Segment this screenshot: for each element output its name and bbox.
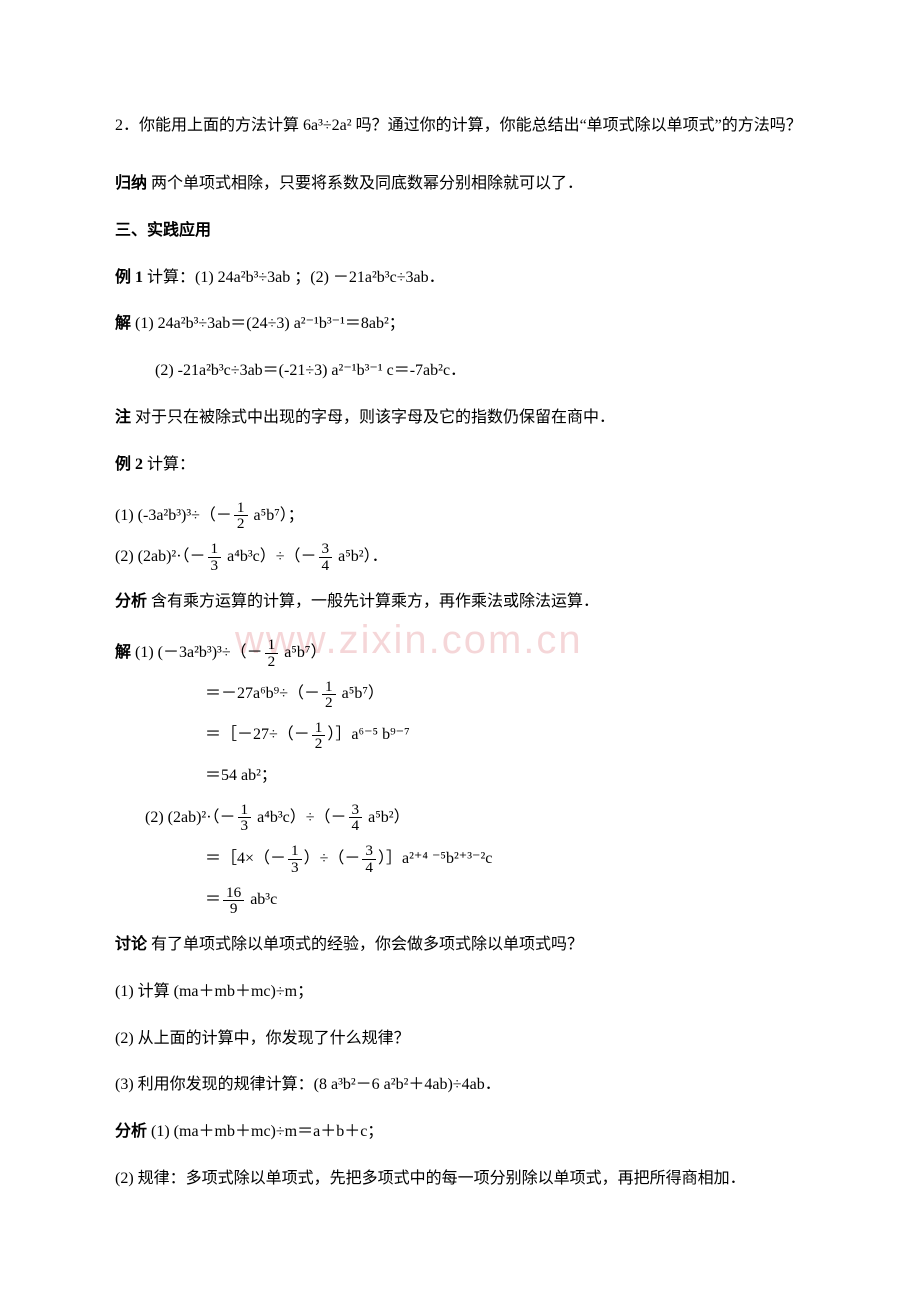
example2-label: 例 2 — [115, 456, 143, 473]
fraction-3-4: 34 — [349, 802, 363, 833]
fraction-1-3: 13 — [288, 843, 302, 874]
solution-label: 解 — [115, 644, 131, 661]
note-text: 对于只在被除式中出现的字母，则该字母及它的指数仍保留在商中． — [131, 409, 615, 426]
frac-den: 3 — [208, 558, 222, 573]
note-line: 注 对于只在被除式中出现的字母，则该字母及它的指数仍保留在商中． — [115, 404, 805, 433]
analysis2-text: (1) (ma＋mb＋mc)÷m＝a＋b＋c； — [147, 1123, 383, 1140]
frac-den: 9 — [223, 901, 244, 916]
solution1-line2: (2) -21a²b³c÷3ab＝(-21÷3) a²⁻¹b³⁻¹ c＝-7ab… — [115, 357, 805, 386]
section-heading: 三、实践应用 — [115, 217, 805, 246]
analysis-line: 分析 含有乘方运算的计算，一般先计算乘方，再作乘法或除法运算． — [115, 588, 805, 617]
ex2-i2-post: a⁵b²）． — [334, 548, 387, 565]
fraction-1-3: 13 — [238, 802, 252, 833]
example1-text: 计算：(1) 24a²b³÷3ab ；(2) －21a²b³c÷3ab． — [143, 269, 445, 286]
fraction-16-9: 169 — [223, 885, 244, 916]
sol2-l7-post: ab³c — [246, 891, 277, 908]
ex2-i2-pre: (2) (2ab)²·（－ — [115, 548, 206, 565]
sol2-l1-pre: (1) (－3a²b³)³÷（－ — [131, 644, 263, 661]
frac-num: 1 — [234, 500, 248, 516]
frac-den: 4 — [362, 860, 376, 875]
summary-label: 归纳 — [115, 175, 147, 192]
summary-text: 两个单项式相除，只要将系数及同底数幂分别相除就可以了． — [147, 175, 583, 192]
solution1-line1: 解 (1) 24a²b³÷3ab＝(24÷3) a²⁻¹b³⁻¹＝8ab²； — [115, 310, 805, 339]
frac-den: 2 — [312, 736, 326, 751]
note-label: 注 — [115, 409, 131, 426]
example2-item1: (1) (-3a²b³)³÷（－12 a⁵b⁷）； — [115, 498, 805, 533]
frac-num: 1 — [265, 637, 279, 653]
sol2-l5-post: a⁵b²） — [364, 809, 409, 826]
fraction-3-4: 34 — [319, 541, 333, 572]
sol2-l2-post: a⁵b⁷） — [338, 685, 384, 702]
fraction-1-2: 12 — [265, 637, 279, 668]
example1: 例 1 计算：(1) 24a²b³÷3ab ；(2) －21a²b³c÷3ab． — [115, 264, 805, 293]
solution2-line6: ＝［4×（－13）÷（－34）］a²⁺⁴ ⁻⁵b²⁺³⁻²c — [115, 841, 805, 876]
frac-num: 1 — [288, 843, 302, 859]
example2: 例 2 计算： — [115, 451, 805, 480]
sol2-l3-pre: ＝［－27÷（－ — [205, 726, 310, 743]
fraction-1-2: 12 — [312, 720, 326, 751]
fraction-3-4: 34 — [362, 843, 376, 874]
frac-num: 3 — [349, 802, 363, 818]
sol2-l5-mid: a⁴b³c）÷（－ — [253, 809, 346, 826]
discussion-item3: (3) 利用你发现的规律计算：(8 a³b²－6 a²b²＋4ab)÷4ab． — [115, 1071, 805, 1100]
solution2-line1: 解 (1) (－3a²b³)³÷（－12 a⁵b⁷） — [115, 635, 805, 670]
sol2-l7-pre: ＝ — [205, 891, 221, 908]
analysis-label: 分析 — [115, 593, 147, 610]
summary-line: 归纳 两个单项式相除，只要将系数及同底数幂分别相除就可以了． — [115, 170, 805, 199]
discussion-item2: (2) 从上面的计算中，你发现了什么规律？ — [115, 1025, 805, 1054]
frac-den: 4 — [349, 818, 363, 833]
example2-text: 计算： — [143, 456, 195, 473]
frac-num: 3 — [319, 541, 333, 557]
ex2-i1-pre: (1) (-3a²b³)³÷（－ — [115, 507, 232, 524]
solution2-line3: ＝［－27÷（－12）］a⁶⁻⁵ b⁹⁻⁷ — [115, 717, 805, 752]
sol2-l6-post: ）］a²⁺⁴ ⁻⁵b²⁺³⁻²c — [378, 850, 492, 867]
ex2-i2-mid: a⁴b³c）÷（－ — [223, 548, 316, 565]
sol2-l2-pre: ＝－27a⁶b⁹÷（－ — [205, 685, 320, 702]
frac-num: 1 — [312, 720, 326, 736]
solution1-text1: (1) 24a²b³÷3ab＝(24÷3) a²⁻¹b³⁻¹＝8ab²； — [131, 315, 405, 332]
discussion-item1: (1) 计算 (ma＋mb＋mc)÷m； — [115, 978, 805, 1007]
frac-den: 2 — [265, 654, 279, 669]
frac-num: 16 — [223, 885, 244, 901]
frac-num: 1 — [322, 679, 336, 695]
discussion-line: 讨论 有了单项式除以单项式的经验，你会做多项式除以单项式吗？ — [115, 931, 805, 960]
sol2-l6-mid: ）÷（－ — [304, 850, 361, 867]
sol2-l6-pre: ＝［4×（－ — [205, 850, 286, 867]
paragraph-q2: 2．你能用上面的方法计算 6a³÷2a² 吗？通过你的计算，你能总结出“单项式除… — [115, 110, 805, 142]
discussion-text: 有了单项式除以单项式的经验，你会做多项式除以单项式吗？ — [147, 936, 583, 953]
analysis-label: 分析 — [115, 1123, 147, 1140]
frac-den: 3 — [288, 860, 302, 875]
sol2-l5-pre: (2) (2ab)²·（－ — [145, 809, 236, 826]
discussion-label: 讨论 — [115, 936, 147, 953]
frac-num: 1 — [208, 541, 222, 557]
sol2-l3-post: ）］a⁶⁻⁵ b⁹⁻⁷ — [327, 726, 409, 743]
analysis2-line: 分析 (1) (ma＋mb＋mc)÷m＝a＋b＋c； — [115, 1118, 805, 1147]
frac-den: 4 — [319, 558, 333, 573]
solution-label: 解 — [115, 315, 131, 332]
fraction-1-2: 12 — [322, 679, 336, 710]
fraction-1-2: 12 — [234, 500, 248, 531]
solution2-line7: ＝169 ab³c — [115, 882, 805, 917]
frac-den: 2 — [234, 516, 248, 531]
sol2-l1-post: a⁵b⁷） — [280, 644, 326, 661]
fraction-1-3: 13 — [208, 541, 222, 572]
solution2-line4: ＝54 ab²； — [115, 758, 805, 793]
solution2-line5: (2) (2ab)²·（－13 a⁴b³c）÷（－34 a⁵b²） — [115, 800, 805, 835]
example1-label: 例 1 — [115, 269, 143, 286]
frac-num: 3 — [362, 843, 376, 859]
frac-num: 1 — [238, 802, 252, 818]
solution2-line2: ＝－27a⁶b⁹÷（－12 a⁵b⁷） — [115, 676, 805, 711]
example2-item2: (2) (2ab)²·（－13 a⁴b³c）÷（－34 a⁵b²）． — [115, 539, 805, 574]
ex2-i1-post: a⁵b⁷）； — [250, 507, 304, 524]
frac-den: 3 — [238, 818, 252, 833]
analysis-text: 含有乘方运算的计算，一般先计算乘方，再作乘法或除法运算． — [147, 593, 599, 610]
rule-line: (2) 规律：多项式除以单项式，先把多项式中的每一项分别除以单项式，再把所得商相… — [115, 1165, 805, 1194]
frac-den: 2 — [322, 695, 336, 710]
